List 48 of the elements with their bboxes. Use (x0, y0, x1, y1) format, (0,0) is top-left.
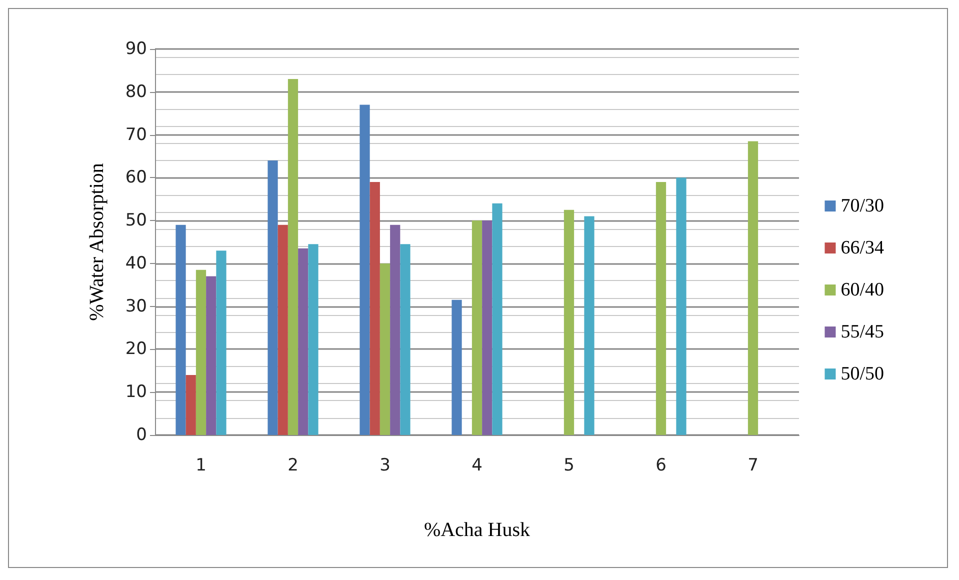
bar (268, 160, 278, 435)
x-tick-label: 7 (748, 456, 758, 476)
bar (176, 224, 186, 435)
bar (676, 178, 686, 435)
y-tick-label: 30 (125, 296, 147, 316)
y-tick-label: 20 (125, 339, 147, 360)
bar (390, 224, 400, 435)
y-tick-label: 90 (125, 39, 147, 59)
bar (492, 203, 502, 435)
legend-label: 50/50 (840, 364, 884, 384)
y-tick-label: 80 (125, 82, 147, 102)
bar (370, 182, 380, 435)
y-tick-label: 60 (125, 168, 147, 188)
x-tick-label: 2 (288, 456, 298, 476)
y-tick-label: 10 (125, 382, 147, 402)
bar (196, 270, 206, 435)
x-tick-label: 4 (472, 456, 482, 476)
x-axis-title: %Acha Husk (424, 519, 530, 541)
x-tick-label: 3 (380, 456, 390, 476)
y-tick-label: 0 (136, 425, 147, 445)
bar (400, 244, 410, 435)
legend-label: 55/45 (840, 322, 884, 342)
x-tick-label: 5 (564, 456, 574, 476)
legend-label: 66/34 (840, 238, 884, 258)
x-tick-label: 6 (656, 456, 666, 476)
y-tick-label: 70 (125, 124, 147, 145)
bar (748, 141, 758, 435)
y-tick-label: 50 (125, 210, 147, 231)
bar (656, 182, 666, 435)
bar (482, 220, 492, 435)
bar (298, 248, 308, 435)
y-tick-label: 40 (125, 253, 147, 274)
bar (206, 276, 216, 435)
bar (308, 244, 318, 435)
bar (186, 374, 196, 435)
bar (452, 300, 462, 435)
bar (360, 104, 370, 435)
legend-label: 70/30 (840, 196, 884, 216)
bar (278, 224, 288, 435)
x-tick-label: 1 (196, 456, 206, 476)
bar (380, 263, 390, 435)
bar (472, 220, 482, 435)
bar (216, 250, 226, 435)
legend-label: 60/40 (840, 280, 884, 300)
bar (564, 210, 574, 435)
bar (584, 216, 594, 435)
bar (288, 79, 298, 435)
y-axis-title: %Water Absorption (86, 163, 108, 321)
